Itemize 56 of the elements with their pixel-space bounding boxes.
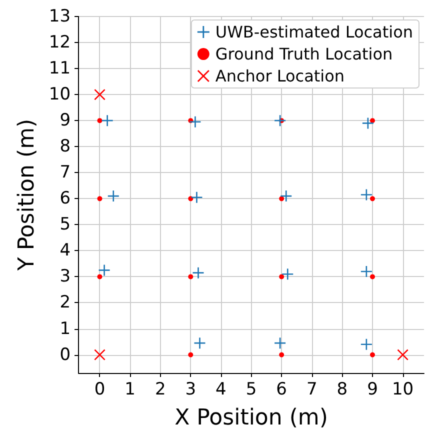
point <box>188 274 194 280</box>
y-tick-label: 10 <box>48 84 71 105</box>
y-tick-label: 12 <box>48 32 71 53</box>
x-tick-label: 8 <box>336 380 348 400</box>
y-tick-label: 6 <box>60 188 71 209</box>
point <box>97 118 102 124</box>
x-tick-label: 10 <box>392 380 414 400</box>
point <box>370 274 375 280</box>
point <box>102 115 113 126</box>
y-tick-label: 3 <box>60 266 71 287</box>
point <box>194 338 206 349</box>
point <box>192 267 204 278</box>
point <box>97 274 102 280</box>
point <box>279 352 284 358</box>
point <box>279 274 284 280</box>
point <box>279 196 284 202</box>
x-tick-label: 1 <box>124 380 136 400</box>
legend-label: Anchor Location <box>215 66 345 86</box>
y-tick-label: 8 <box>60 136 71 157</box>
x-tick-label: 0 <box>94 380 106 400</box>
y-tick-label: 5 <box>60 214 71 235</box>
point <box>188 352 194 358</box>
x-tick-label: 7 <box>306 380 318 400</box>
y-tick-label: 11 <box>48 58 71 79</box>
y-tick-label: 13 <box>48 6 71 26</box>
x-tick-label: 9 <box>367 380 378 400</box>
point <box>108 190 119 202</box>
x-tick-label: 3 <box>185 380 196 400</box>
y-tick-label: 2 <box>60 292 71 313</box>
y-tick-label: 0 <box>60 344 71 365</box>
point <box>360 189 372 200</box>
legend-label: Ground Truth Location <box>215 44 393 64</box>
legend-label: UWB-estimated Location <box>215 22 414 42</box>
x-axis-title: X Position (m) <box>174 406 328 430</box>
x-tick-label: 5 <box>246 380 257 400</box>
point <box>370 196 375 202</box>
y-tick-label: 4 <box>60 240 71 261</box>
point <box>370 352 375 358</box>
point <box>282 268 294 280</box>
x-tick-label: 6 <box>276 380 287 400</box>
point <box>280 190 292 202</box>
point <box>362 118 374 129</box>
point <box>94 89 106 100</box>
point <box>98 264 110 276</box>
point <box>397 349 408 360</box>
point <box>97 196 102 202</box>
point <box>190 116 201 128</box>
x-tick-label: 2 <box>154 380 166 400</box>
x-tick-label: 4 <box>216 380 226 400</box>
y-tick-label: 7 <box>60 162 71 183</box>
y-axis-title: Y Position (m) <box>14 118 40 272</box>
point <box>360 338 372 350</box>
y-tick-label: 1 <box>60 318 71 339</box>
y-tick-label: 9 <box>60 110 71 131</box>
point <box>370 118 375 124</box>
point <box>191 192 202 203</box>
